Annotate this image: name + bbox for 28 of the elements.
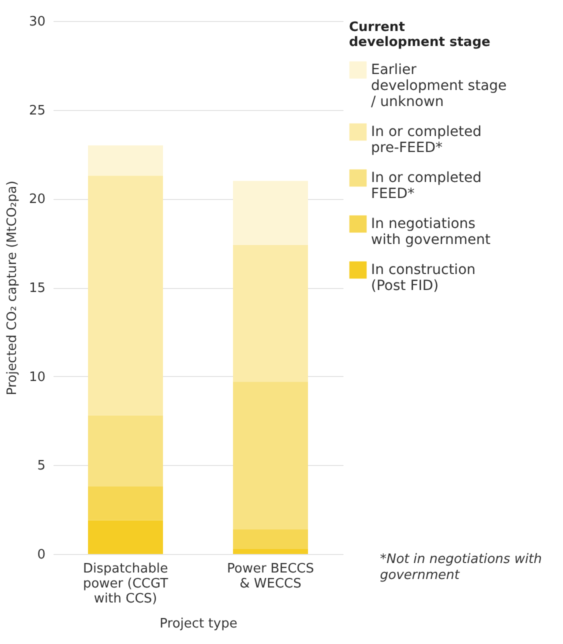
bar (233, 244, 308, 382)
y-axis-title: Projected CO₂ capture (MtCO₂pa) (4, 180, 20, 396)
legend-label: In negotiations with government (371, 216, 492, 248)
legend-label: In or completed pre-FEED* (371, 124, 482, 156)
y-tick-label: 0 (37, 548, 46, 562)
y-tick-label: 15 (28, 281, 46, 296)
x-tick-label: Power BECCS & WECCS (227, 562, 314, 592)
y-tick-label: 25 (28, 103, 46, 118)
legend-title: Current development stage (349, 20, 490, 50)
bar (88, 176, 163, 416)
bar (233, 548, 308, 554)
legend-label: In construction (Post FID) (371, 262, 476, 294)
legend-label: Earlier development stage / unknown (371, 62, 507, 110)
bar (88, 415, 163, 486)
bar (233, 180, 308, 245)
bar (88, 145, 163, 176)
x-axis-title: Project type (160, 616, 238, 632)
y-tick-label: 10 (28, 370, 46, 385)
bar (88, 486, 163, 520)
bar (88, 520, 163, 554)
y-tick-label: 30 (28, 14, 46, 30)
x-tick-label: Dispatchable power (CCGT with CCS) (82, 562, 168, 606)
text: *Not in negotiations with government (380, 552, 543, 584)
bar (233, 382, 308, 530)
y-tick-label: 20 (28, 192, 46, 208)
legend-label: In or completed FEED* (371, 170, 482, 202)
y-tick-label: 5 (37, 458, 46, 474)
bar (233, 529, 308, 549)
